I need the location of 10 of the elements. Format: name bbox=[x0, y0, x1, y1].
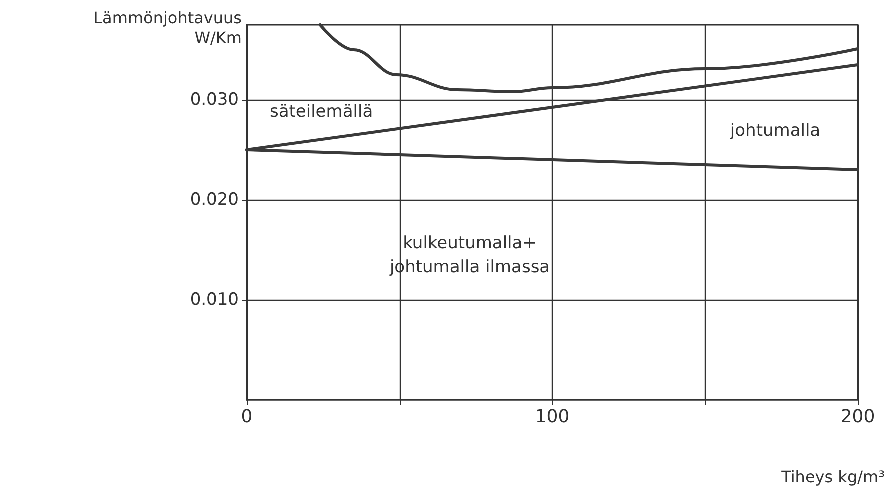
x-tick-label: 200 bbox=[840, 406, 876, 428]
x-axis-title: Tiheys kg/m³ bbox=[780, 468, 885, 486]
x-tick-label: 100 bbox=[535, 406, 570, 428]
x-tick-label: 0 bbox=[241, 406, 253, 428]
annotation: säteilemällä bbox=[270, 102, 374, 122]
y-tick-label: 0.010 bbox=[190, 290, 239, 310]
y-tick-label: 0.020 bbox=[190, 190, 239, 210]
y-axis-title: Lämmönjohtavuus W/Km bbox=[94, 8, 242, 48]
annotation: johtumalla bbox=[729, 120, 821, 141]
y-tick-label: 0.030 bbox=[190, 90, 239, 110]
